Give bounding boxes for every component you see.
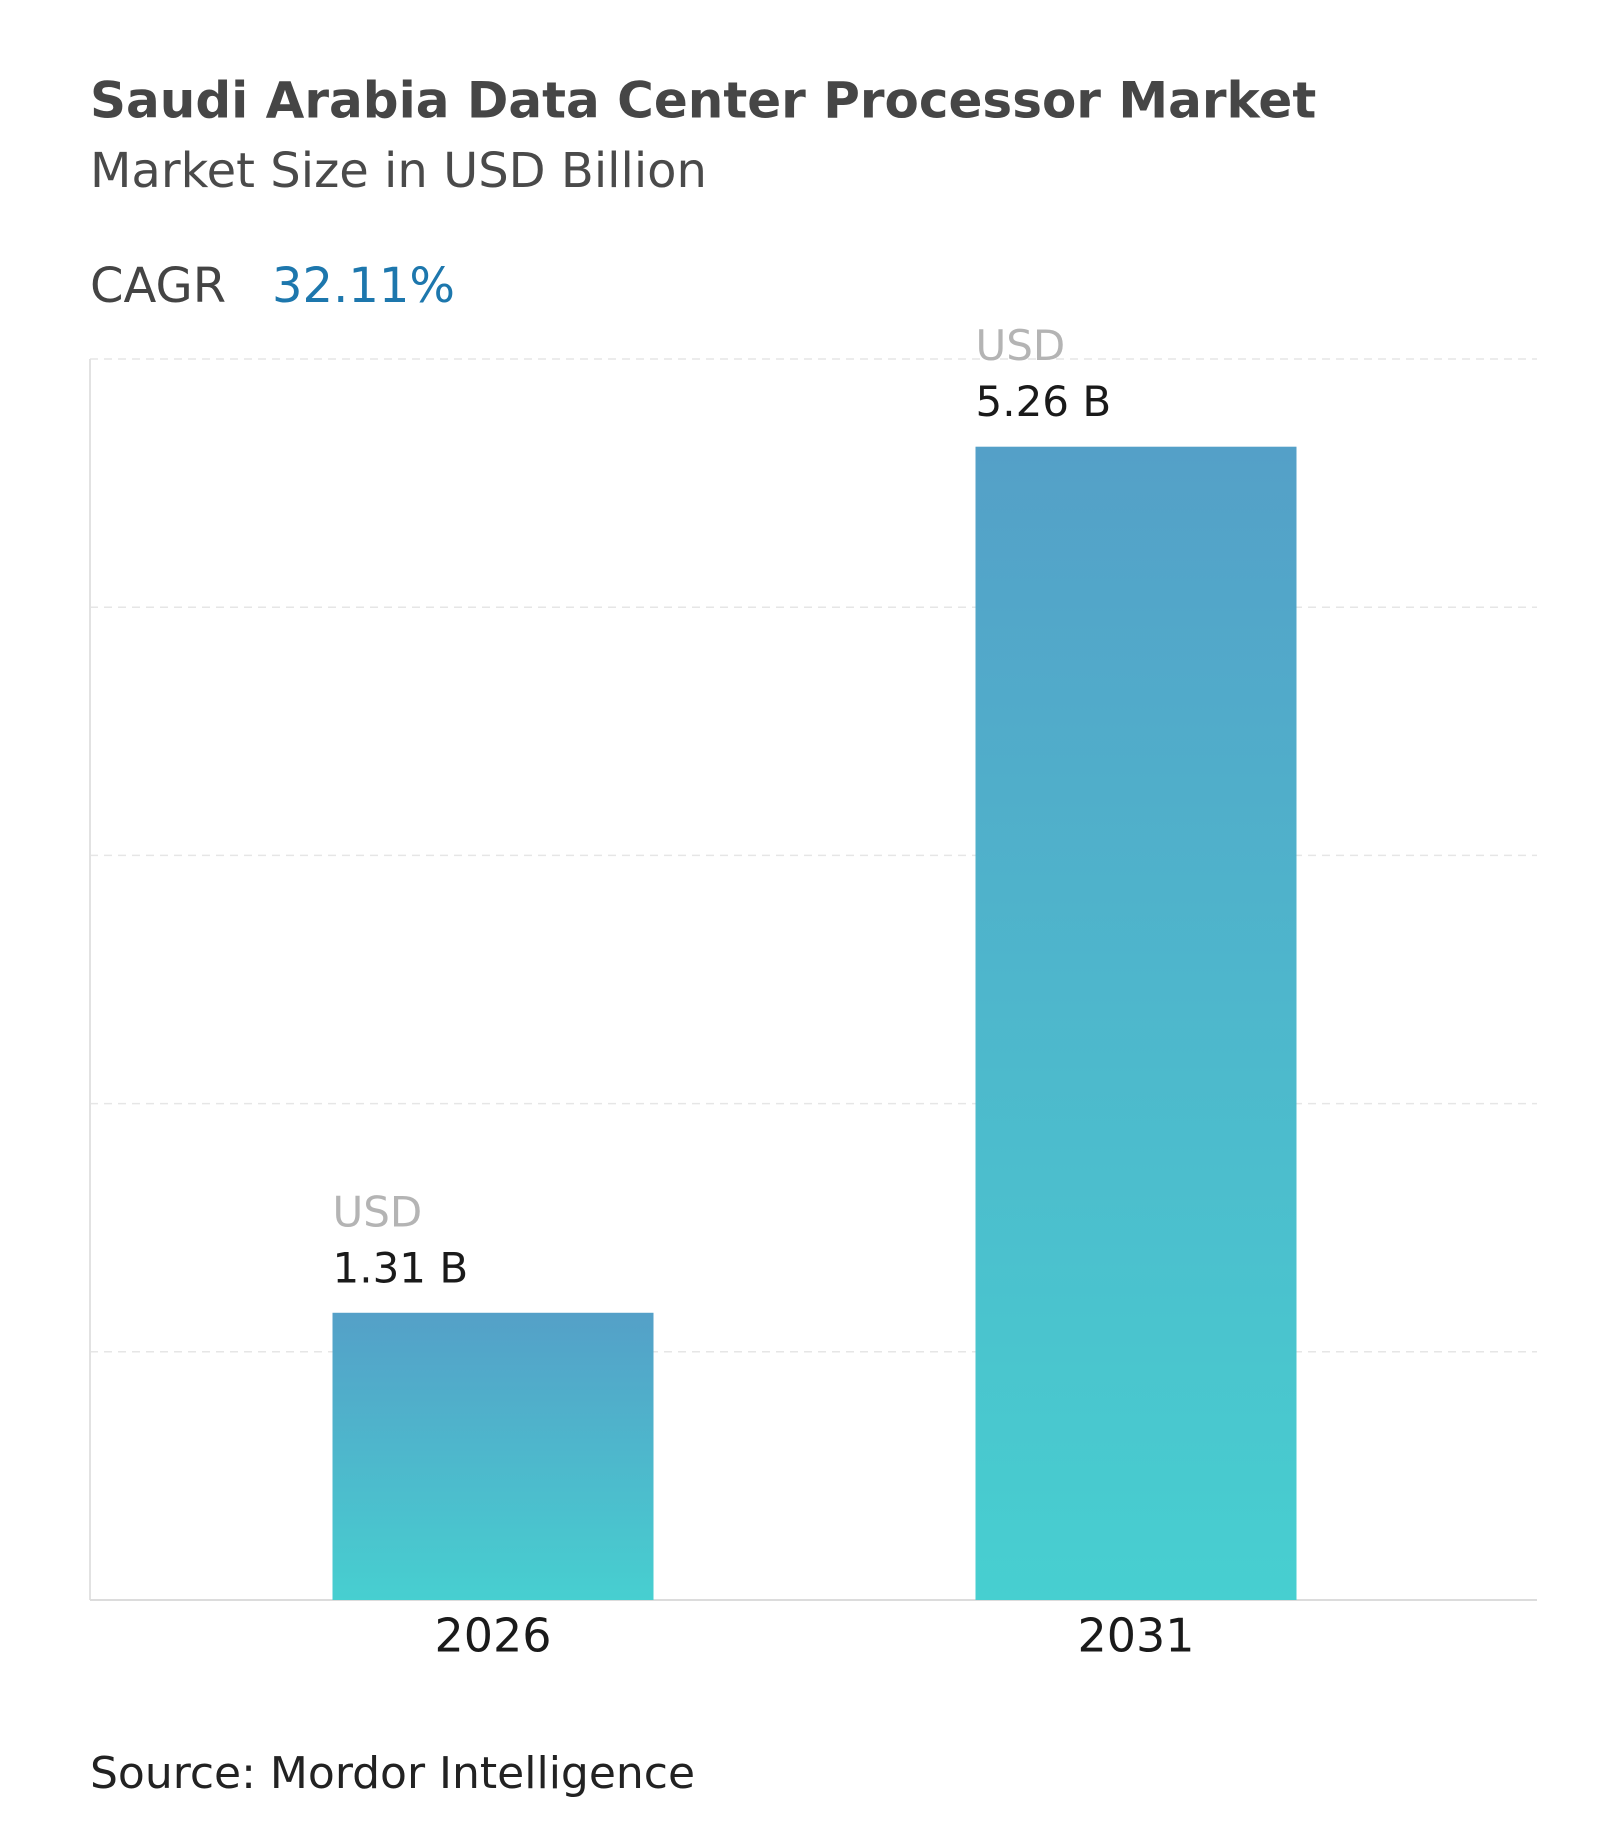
bar <box>332 1312 654 1600</box>
x-tick-label: 2026 <box>434 1609 551 1663</box>
source: Source: Mordor Intelligence <box>90 1748 695 1799</box>
bar <box>975 446 1297 1601</box>
value-prefix: USD <box>976 321 1066 370</box>
value-prefix: USD <box>333 1187 423 1236</box>
chart-subtitle: Market Size in USD Billion <box>90 143 707 199</box>
chart-title: Saudi Arabia Data Center Processor Marke… <box>90 72 1316 130</box>
cagr-value: 32.11% <box>272 258 455 314</box>
cagr-label: CAGR <box>90 258 226 314</box>
value-label: 5.26 B <box>976 377 1112 426</box>
value-label: 1.31 B <box>333 1243 469 1292</box>
x-tick-label: 2031 <box>1077 1609 1194 1663</box>
